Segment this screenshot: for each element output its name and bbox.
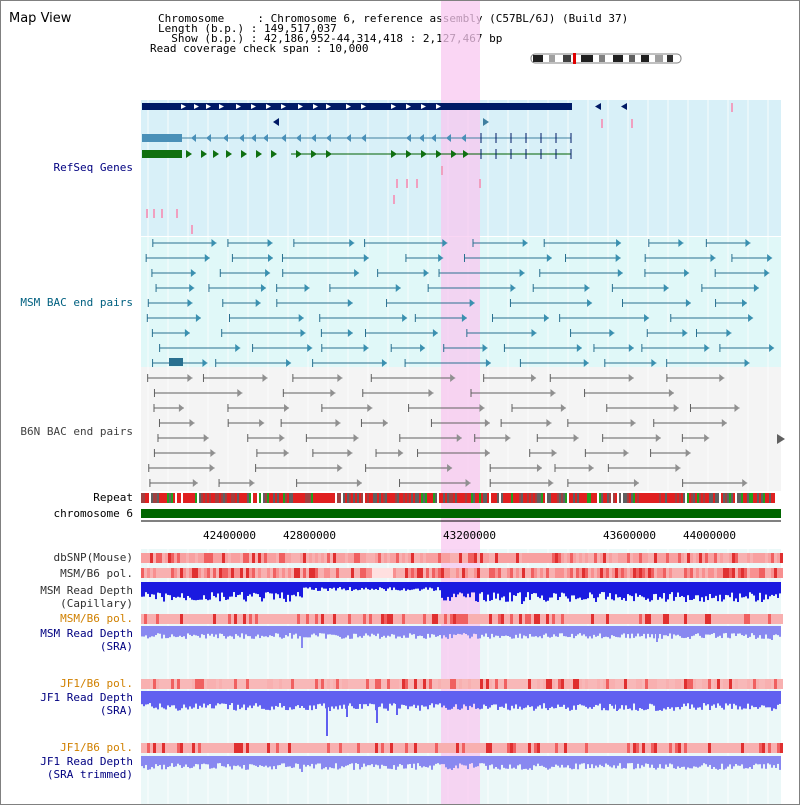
read-depth-tracks[interactable]	[141, 582, 781, 772]
track-label-jf1-depth-trimmed: JF1 Read Depth	[40, 755, 133, 768]
highlight-region[interactable]	[441, 1, 480, 804]
polymorphism-strips[interactable]	[141, 553, 783, 753]
track-label-b6n-bac: B6N BAC end pairs	[20, 425, 133, 438]
page-title: Map View	[9, 11, 72, 26]
axis-tick-label: 44000000	[683, 529, 736, 542]
track-label-repeat: Repeat	[93, 491, 133, 504]
axis-tick-label: 42400000	[203, 529, 256, 542]
track-label-dbsnp: dbSNP(Mouse)	[53, 551, 133, 564]
info-coverage-span: Read coverage check span : 10,000	[150, 42, 369, 55]
axis-tick-label: 42800000	[283, 529, 336, 542]
track-label-refseq: RefSeq Genes	[53, 161, 133, 174]
track-label-chromosome: chromosome 6	[53, 507, 133, 520]
track-label-msm-b6-pol: MSM/B6 pol.	[60, 567, 133, 580]
track-label-msm-depth-sra: MSM Read Depth	[40, 627, 133, 640]
track-label-msm-bac: MSM BAC end pairs	[20, 296, 133, 309]
track-label-jf1-b6-pol: JF1/B6 pol.	[60, 677, 133, 690]
track-label-jf1-depth-sra: JF1 Read Depth	[40, 691, 133, 704]
msm-bac-end-pairs[interactable]	[145, 239, 775, 367]
track-label-msm-depth-sra-sub: (SRA)	[99, 640, 133, 653]
b6n-bac-end-pairs[interactable]	[147, 374, 785, 487]
track-label-msm-depth-capillary-sub: (Capillary)	[60, 597, 133, 610]
chromosome-ideogram[interactable]	[530, 53, 682, 64]
axis-tick-label: 43600000	[603, 529, 656, 542]
info-length: Length (b.p.) : 149,517,037	[158, 22, 337, 35]
track-label-jf1-b6-pol-2: JF1/B6 pol.	[60, 741, 133, 754]
position-axis: 42400000 42800000 43200000 43600000 4400…	[141, 520, 781, 542]
track-label-msm-b6-pol-2: MSM/B6 pol.	[60, 612, 133, 625]
refseq-genes[interactable]	[142, 103, 733, 234]
repeat-track[interactable]	[141, 493, 781, 503]
track-label-jf1-depth-sra-sub: (SRA)	[99, 704, 133, 717]
axis-tick-label: 43200000	[443, 529, 496, 542]
chromosome-bar[interactable]	[141, 509, 781, 518]
track-label-msm-depth-capillary: MSM Read Depth	[40, 584, 133, 597]
track-label-jf1-depth-trimmed-sub: (SRA trimmed)	[46, 768, 133, 781]
